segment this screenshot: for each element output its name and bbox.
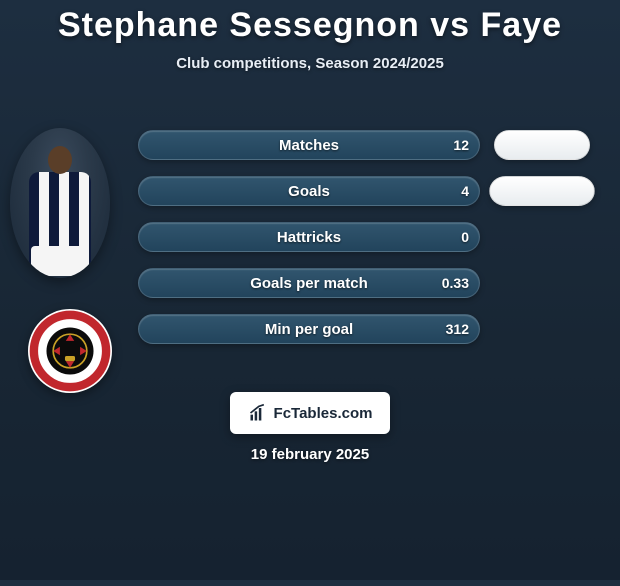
club-badge: ANKARA — [28, 309, 112, 393]
stat-value-left: 0 — [461, 229, 469, 245]
stat-row-mpg: Min per goal 312 — [138, 314, 480, 344]
stat-label: Matches — [279, 137, 339, 154]
stat-label: Goals — [288, 183, 330, 200]
date-text: 19 february 2025 — [0, 446, 620, 463]
stat-row-goals: Goals 4 — [138, 176, 480, 206]
page-title: Stephane Sessegnon vs Faye — [0, 6, 620, 45]
right-pill — [489, 176, 595, 206]
subtitle: Club competitions, Season 2024/2025 — [0, 55, 620, 72]
stat-label: Min per goal — [265, 321, 353, 338]
stats-bars: Matches 12 Goals 4 Hattricks 0 Goals per… — [138, 130, 480, 360]
club-badge-svg: ANKARA — [28, 309, 112, 393]
right-pills — [494, 130, 590, 222]
player-photo — [10, 128, 110, 278]
player-head — [48, 146, 72, 174]
stat-row-matches: Matches 12 — [138, 130, 480, 160]
stat-row-hattricks: Hattricks 0 — [138, 222, 480, 252]
player-shorts — [31, 246, 89, 276]
stat-row-gpm: Goals per match 0.33 — [138, 268, 480, 298]
chart-icon — [248, 403, 268, 423]
stat-value-left: 4 — [461, 183, 469, 199]
stat-value-left: 312 — [446, 321, 469, 337]
stat-label: Hattricks — [277, 229, 341, 246]
stat-label: Goals per match — [250, 275, 368, 292]
brand-text: FcTables.com — [274, 405, 373, 422]
svg-text:ANKARA: ANKARA — [57, 314, 83, 320]
stat-value-left: 0.33 — [442, 275, 469, 291]
brand-box[interactable]: FcTables.com — [230, 392, 390, 434]
stat-value-left: 12 — [453, 137, 469, 153]
right-pill — [494, 130, 590, 160]
